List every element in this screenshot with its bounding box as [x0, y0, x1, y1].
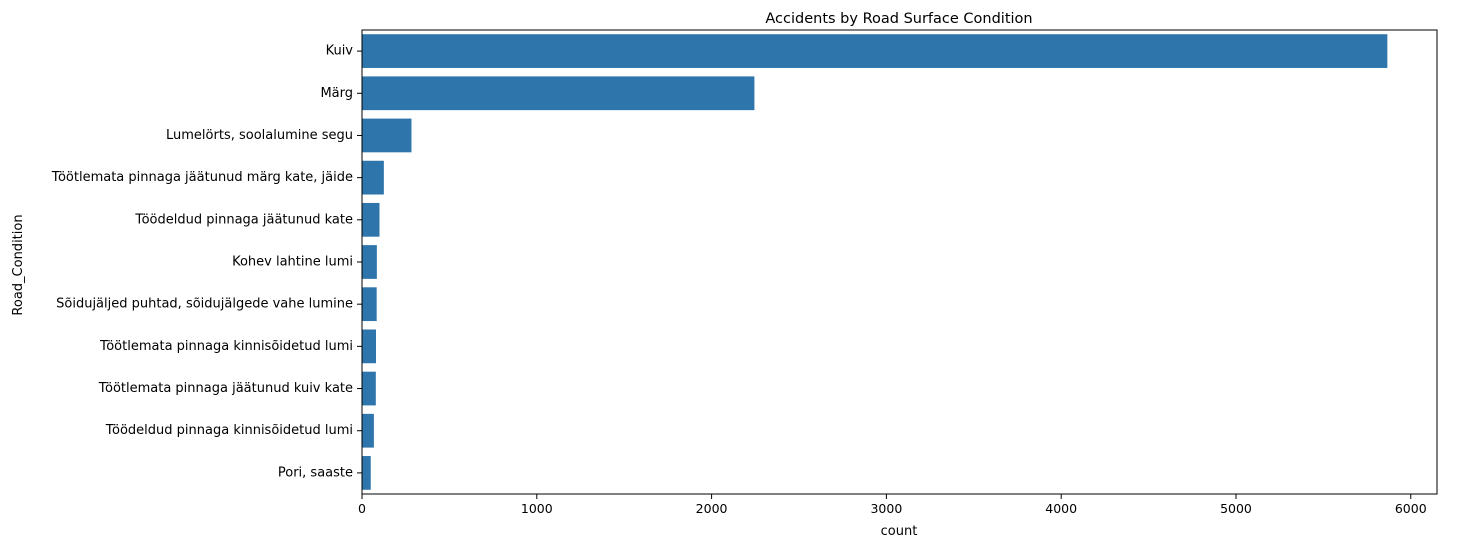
bar: [362, 413, 374, 448]
x-tick-label: 5000: [1220, 501, 1252, 516]
x-tick-label: 4000: [1045, 501, 1077, 516]
x-tick-label: 6000: [1395, 501, 1427, 516]
y-tick-label: Lumelörts, soolalumine segu: [166, 128, 353, 143]
x-tick-label: 3000: [870, 501, 902, 516]
y-tick-label: Töötlemata pinnaga jäätunud märg kate, j…: [51, 170, 353, 185]
x-tick-label: 2000: [696, 501, 728, 516]
x-tick-label: 1000: [521, 501, 553, 516]
bar: [362, 202, 380, 237]
y-tick-label: Töötlemata pinnaga jäätunud kuiv kate: [98, 381, 353, 396]
y-tick-label: Töödeldud pinnaga jäätunud kate: [134, 212, 353, 227]
bar: [362, 34, 1388, 68]
bar: [362, 329, 376, 364]
y-tick-labels: Kuiv Märg Lumelörts, soolalumine segu Töötl…: [51, 44, 354, 481]
y-tick-label: Kohev lahtine lumi: [232, 255, 353, 270]
x-tick-label: 0: [358, 501, 366, 516]
axes-group: [357, 29, 1438, 499]
y-tick-label: Sõidujäljed puhtad, sõidujälgede vahe lu…: [56, 297, 353, 312]
bar: [362, 76, 755, 111]
bar: [362, 456, 371, 490]
bar: [362, 287, 377, 322]
y-tick-label: Kuiv: [326, 44, 354, 59]
bar: [362, 371, 376, 406]
y-tick-label: Töötlemata pinnaga kinnisõidetud lumi: [99, 339, 353, 354]
x-tick-labels: 0 1000 2000 3000 4000 5000 6000: [358, 501, 1427, 516]
y-axis-label: Road_Condition: [11, 214, 26, 315]
y-tick-label: Töödeldud pinnaga kinnisõidetud lumi: [105, 423, 353, 438]
y-tick-label: Pori, saaste: [278, 465, 353, 480]
y-tick-label: Märg: [320, 86, 353, 101]
chart-title: Accidents by Road Surface Condition: [765, 11, 1032, 27]
bar: [362, 118, 412, 153]
bar: [362, 160, 384, 195]
bars-group: [362, 34, 1388, 490]
x-axis-label: count: [881, 524, 918, 539]
plot-frame: [361, 29, 1438, 495]
bar: [362, 245, 377, 279]
